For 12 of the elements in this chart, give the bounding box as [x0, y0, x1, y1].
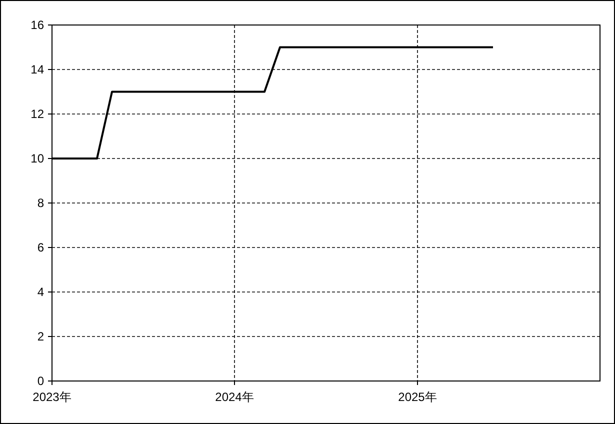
- y-tick-label: 8: [37, 196, 44, 210]
- x-tick-label: 2024年: [215, 390, 254, 404]
- x-tick-label: 2023年: [32, 390, 72, 404]
- y-tick-label: 12: [30, 107, 44, 121]
- y-tick-label: 2: [37, 330, 44, 344]
- y-tick-label: 4: [37, 285, 44, 299]
- x-tick-label: 2025年: [398, 390, 437, 404]
- y-tick-label: 0: [37, 374, 44, 388]
- y-tick-label: 10: [30, 152, 44, 166]
- y-tick-label: 16: [30, 18, 44, 32]
- y-tick-label: 6: [37, 240, 44, 254]
- y-tick-label: 14: [30, 62, 44, 76]
